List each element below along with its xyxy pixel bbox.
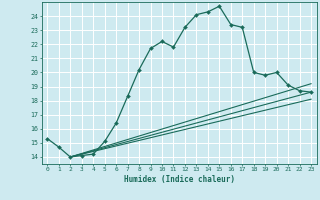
- X-axis label: Humidex (Indice chaleur): Humidex (Indice chaleur): [124, 175, 235, 184]
